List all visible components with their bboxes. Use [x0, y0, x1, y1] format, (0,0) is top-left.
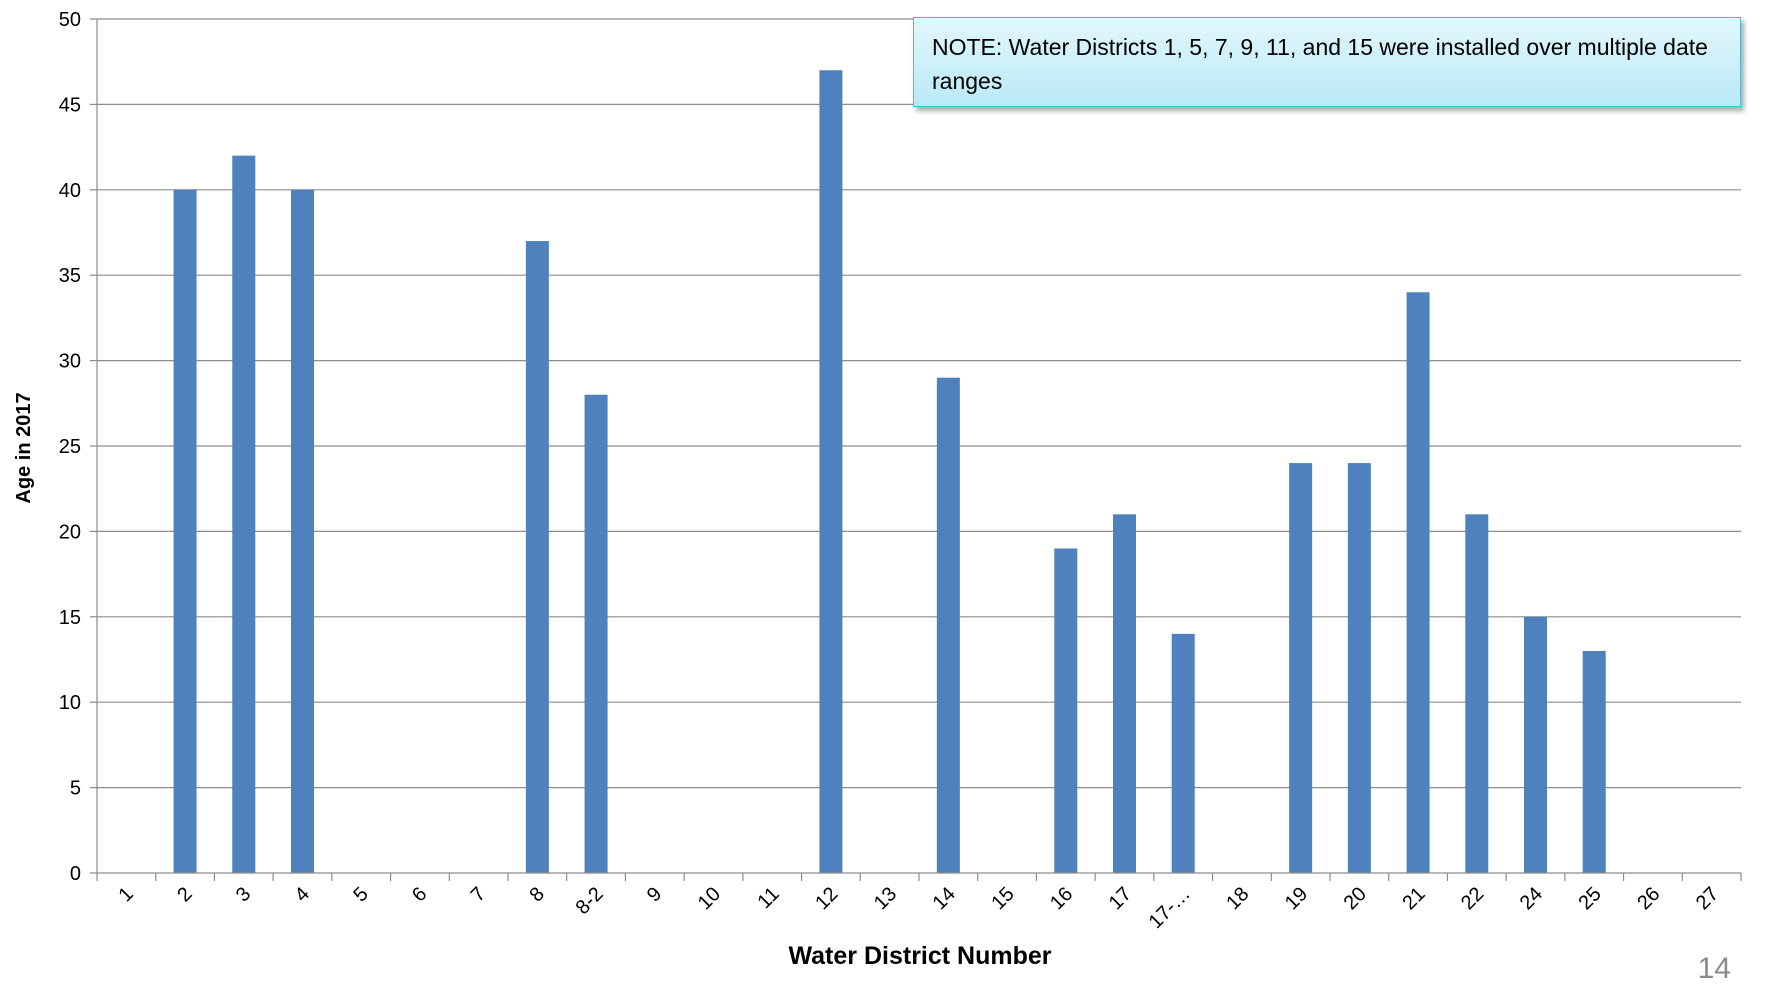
x-tick-label: 14	[929, 883, 960, 914]
gridlines	[97, 18, 1741, 789]
x-tick-label: 13	[870, 883, 901, 914]
bar-district-4	[291, 189, 314, 874]
x-axis-title: Water District Number	[788, 942, 1051, 969]
x-tick-label: 25	[1574, 883, 1605, 914]
x-tick-label: 4	[291, 883, 314, 906]
y-tick-label: 30	[59, 351, 81, 373]
x-tick-label: 26	[1633, 883, 1664, 914]
x-tick-label: 17	[1105, 883, 1136, 914]
x-tick-label: 11	[754, 883, 784, 913]
bar-district-17	[1113, 514, 1136, 873]
y-tick-label: 10	[59, 692, 81, 714]
x-tick-label: 10	[694, 883, 725, 914]
y-axis-title: Age in 2017	[13, 392, 35, 503]
x-tick-label: 8	[525, 883, 548, 906]
y-tick-label: 25	[59, 436, 81, 458]
x-tick-label: 7	[467, 883, 490, 906]
axes	[90, 18, 1742, 881]
bar-district-2	[173, 189, 197, 874]
x-tick-label: 22	[1457, 883, 1488, 914]
bar-district-17-…	[1171, 633, 1195, 873]
x-tick-label: 8-2	[572, 883, 608, 919]
y-tick-label: 5	[70, 778, 81, 800]
bar-district-12	[819, 70, 843, 874]
x-tick-label: 5	[349, 883, 372, 906]
y-tick-label: 35	[59, 265, 81, 287]
bar-district-19	[1289, 463, 1313, 873]
bar-district-8-2	[584, 394, 608, 873]
note-callout: NOTE: Water Districts 1, 5, 7, 9, 11, an…	[913, 17, 1741, 107]
x-tick-label: 27	[1692, 883, 1723, 914]
bar-district-20	[1347, 463, 1371, 873]
x-tick-label: 6	[408, 883, 431, 906]
bar-district-16	[1054, 548, 1078, 873]
x-tick-label: 1	[114, 883, 137, 906]
y-tick-label: 45	[59, 94, 81, 116]
y-tick-label: 15	[59, 607, 81, 629]
bar-district-3	[232, 155, 256, 873]
bar-district-21	[1406, 292, 1430, 873]
bar-district-8	[525, 241, 549, 874]
bar-district-24	[1524, 616, 1547, 873]
bar-district-22	[1465, 514, 1489, 873]
x-tick-label: 17-…	[1145, 883, 1195, 933]
x-tick-label: 21	[1398, 883, 1429, 914]
bars	[173, 70, 1606, 874]
x-tick-label: 15	[987, 883, 1018, 914]
x-tick-label: 2	[173, 883, 196, 906]
x-tick-label: 18	[1222, 883, 1253, 914]
bar-district-14	[936, 377, 960, 873]
x-tick-label: 3	[232, 883, 255, 906]
page-number: 14	[1697, 952, 1731, 985]
x-tick-label: 12	[811, 883, 842, 914]
x-tick-label: 16	[1046, 883, 1077, 914]
x-tick-label: 9	[643, 883, 666, 906]
bar-district-25	[1582, 650, 1606, 873]
y-tick-label: 0	[70, 863, 81, 885]
x-tick-label: 24	[1516, 883, 1547, 914]
y-tick-label: 20	[59, 521, 81, 543]
y-tick-label: 40	[59, 180, 81, 202]
x-tick-label: 19	[1281, 883, 1312, 914]
x-tick-label: 20	[1340, 883, 1371, 914]
y-tick-label: 50	[59, 9, 81, 31]
